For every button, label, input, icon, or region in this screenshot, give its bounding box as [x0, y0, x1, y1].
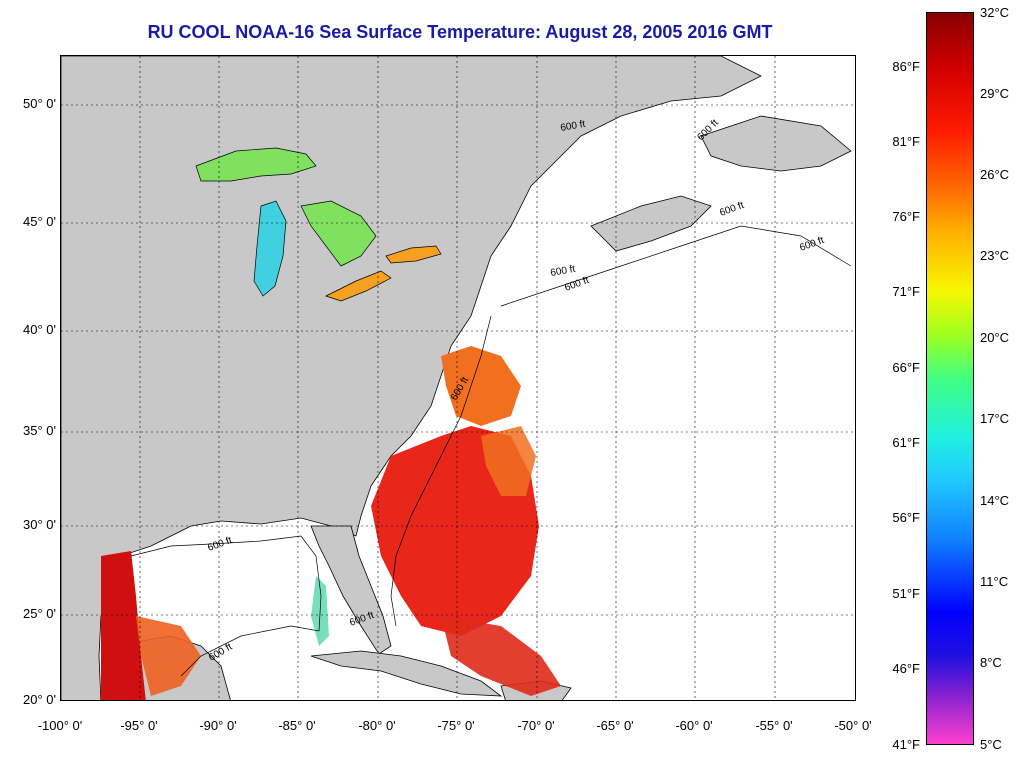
lon-tick-label: -50° 0' — [834, 718, 872, 733]
lat-tick-label: 40° 0' — [23, 322, 56, 337]
lon-tick-label: -85° 0' — [278, 718, 316, 733]
lake-superior — [195, 147, 317, 182]
lon-tick-label: -75° 0' — [437, 718, 475, 733]
sst-atlantic-offshore — [481, 426, 536, 496]
lon-tick-label: -70° 0' — [517, 718, 555, 733]
colorbar-celsius-label: 32°C — [980, 5, 1010, 20]
lon-tick-label: -80° 0' — [358, 718, 396, 733]
contour-600ft-north — [500, 225, 852, 307]
lat-tick-label: 35° 0' — [23, 423, 56, 438]
contour-600ft-gulf — [130, 535, 322, 677]
colorbar-celsius-label: 26°C — [980, 167, 1010, 182]
sst-map: 600 ft 600 ft 600 ft 600 ft 600 ft 600 f… — [60, 55, 856, 701]
lat-tick-label: 25° 0' — [23, 606, 56, 621]
contour-label: 600 ft — [206, 535, 233, 554]
colorbar-fahrenheit-label: 76°F — [892, 209, 920, 224]
colorbar-fahrenheit-label: 41°F — [892, 737, 920, 752]
colorbar-celsius-label: 5°C — [980, 737, 1002, 752]
contour-label: 600 ft — [798, 235, 825, 254]
land-cuba — [310, 650, 503, 697]
contour-label: 600 ft — [207, 641, 234, 663]
lat-tick-label: 30° 0' — [23, 517, 56, 532]
colorbar-celsius-label: 23°C — [980, 248, 1010, 263]
lake-ontario — [385, 245, 442, 264]
sst-gulf-west-orange — [136, 616, 201, 696]
sst-gulf-west — [101, 551, 146, 700]
lat-tick-label: 50° 0' — [23, 96, 56, 111]
contour-label: 600 ft — [560, 119, 587, 134]
lake-michigan — [253, 200, 287, 297]
colorbar-fahrenheit-label: 81°F — [892, 134, 920, 149]
colorbar-celsius-label: 8°C — [980, 655, 1002, 670]
colorbar-fahrenheit-label: 61°F — [892, 435, 920, 450]
colorbar-fahrenheit-label: 56°F — [892, 510, 920, 525]
contour-label: 600 ft — [550, 264, 577, 279]
colorbar-fahrenheit-label: 51°F — [892, 586, 920, 601]
colorbar-celsius-label: 17°C — [980, 411, 1010, 426]
sst-caribbean — [441, 616, 561, 696]
lon-tick-label: -95° 0' — [120, 718, 158, 733]
land-maritimes — [700, 115, 852, 172]
contour-600ft-atlantic — [390, 315, 492, 627]
colorbar-celsius-label: 29°C — [980, 86, 1010, 101]
lon-tick-label: -55° 0' — [755, 718, 793, 733]
land-nova-scotia — [590, 195, 712, 252]
temperature-colorbar — [926, 12, 974, 745]
lon-tick-label: -100° 0' — [37, 718, 83, 733]
sst-gulf-stream-north — [441, 346, 521, 426]
colorbar-celsius-label: 11°C — [980, 574, 1009, 589]
colorbar-fahrenheit-label: 46°F — [892, 661, 920, 676]
lon-tick-label: -90° 0' — [199, 718, 237, 733]
lon-tick-label: -65° 0' — [596, 718, 634, 733]
lat-tick-label: 20° 0' — [23, 692, 56, 707]
colorbar-fahrenheit-label: 71°F — [892, 284, 920, 299]
lat-tick-label: 45° 0' — [23, 214, 56, 229]
map-canvas: 600 ft 600 ft 600 ft 600 ft 600 ft 600 f… — [61, 56, 855, 700]
lake-erie — [325, 270, 392, 302]
lon-tick-label: -60° 0' — [675, 718, 713, 733]
contour-label: 600 ft — [563, 275, 590, 294]
land-florida — [310, 525, 392, 655]
colorbar-fahrenheit-label: 86°F — [892, 59, 920, 74]
colorbar-celsius-label: 20°C — [980, 330, 1010, 345]
colorbar-celsius-label: 14°C — [980, 493, 1010, 508]
contour-label: 600 ft — [718, 200, 745, 219]
colorbar-fahrenheit-label: 66°F — [892, 360, 920, 375]
lake-huron — [300, 200, 377, 267]
map-title: RU COOL NOAA-16 Sea Surface Temperature:… — [147, 22, 773, 42]
